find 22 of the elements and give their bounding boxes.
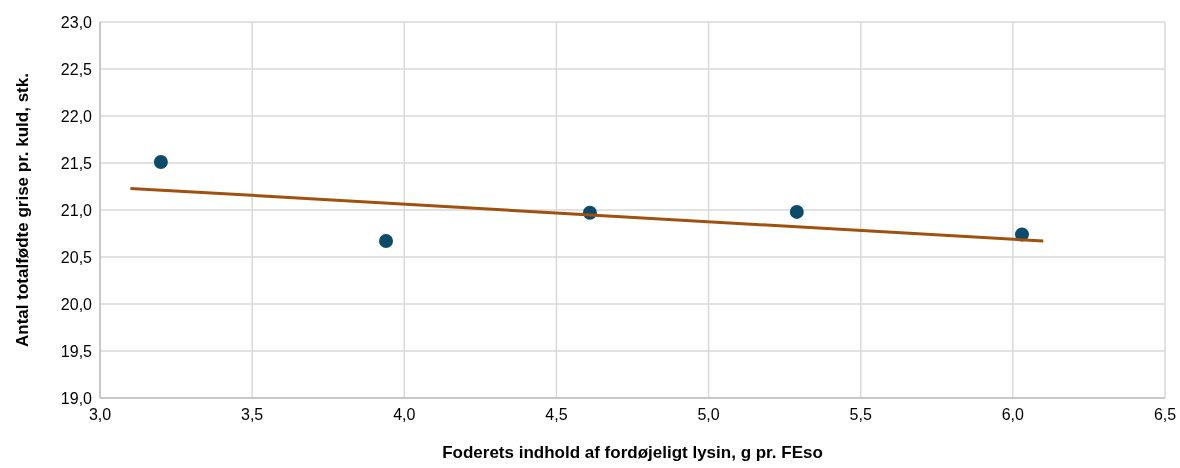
y-tick-label: 23,0 <box>60 14 93 31</box>
y-tick-label: 20,5 <box>60 249 93 266</box>
x-tick-label: 4,0 <box>393 406 416 423</box>
y-tick-label: 21,0 <box>60 202 93 219</box>
y-tick-label: 19,5 <box>60 343 93 360</box>
point <box>153 155 168 170</box>
point <box>789 204 804 219</box>
x-tick-label: 3,5 <box>241 406 264 423</box>
x-tick-label: 5,5 <box>849 406 872 423</box>
x-tick-label: 6,5 <box>1153 406 1177 423</box>
x-axis-title: Foderets indhold af fordøjeligt lysin, g pr. FEso <box>442 443 823 462</box>
x-tick-label: 3,0 <box>88 406 112 423</box>
y-tick-label: 21,5 <box>60 155 93 172</box>
point <box>379 234 394 249</box>
x-tick-label: 5,0 <box>697 406 720 423</box>
y-tick-label: 20,0 <box>60 296 93 313</box>
y-tick-label: 19,0 <box>60 390 93 407</box>
y-tick-label: 22,0 <box>60 108 93 125</box>
y-tick-label: 22,5 <box>60 61 93 78</box>
y-axis-title: Antal totalfødte grise pr. kuld, stk. <box>13 73 32 347</box>
x-tick-label: 4,5 <box>545 406 568 423</box>
x-tick-label: 6,0 <box>1001 406 1025 423</box>
